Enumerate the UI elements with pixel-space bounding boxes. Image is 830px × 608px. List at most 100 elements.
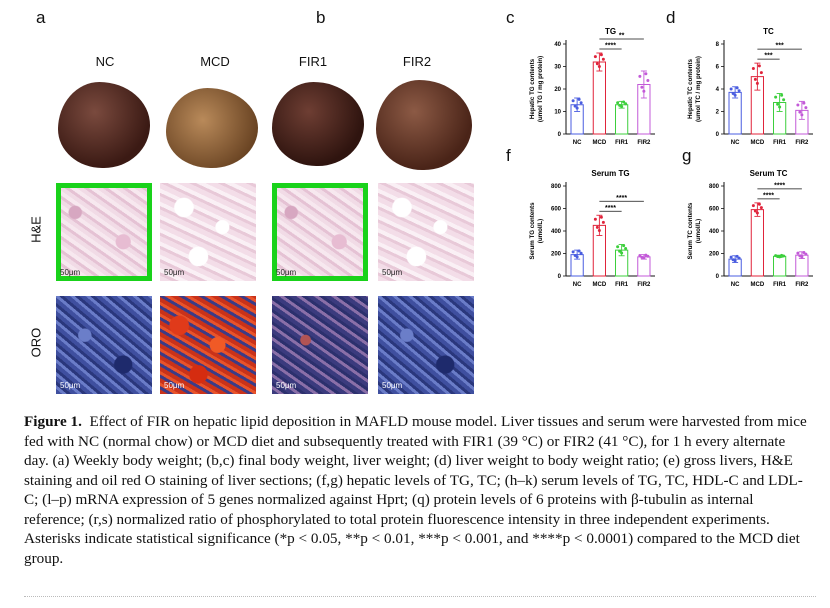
data-point — [804, 106, 808, 110]
data-point — [575, 106, 579, 110]
liver-photo-fir2 — [376, 80, 472, 170]
scale-bar-label: 50μm — [276, 268, 297, 277]
oro-image-fir2: 50μm — [378, 296, 474, 394]
y-tick-label: 0 — [716, 132, 720, 138]
x-tick-label: NC — [573, 282, 582, 288]
data-point — [802, 101, 806, 105]
data-point — [753, 209, 757, 213]
data-point — [622, 244, 626, 248]
panel-label-f: f — [506, 146, 511, 165]
chart-hepatic-tc: TC Hepatic TC contents (umol TC / mg prote… — [687, 27, 813, 146]
scale-bar-label: 50μm — [382, 381, 403, 390]
data-point — [638, 254, 642, 258]
data-point — [782, 98, 786, 102]
chart-hepatic-tg: TG Hepatic TG contents (umol TG / mg prote… — [529, 27, 655, 146]
data-point — [780, 93, 784, 97]
chart-serum-tc: Serum TC Serum TC contents (umol/L) 0 200 400… — [687, 169, 813, 288]
column-label-fir2: FIR2 — [402, 54, 432, 69]
y-tick-label: 400 — [551, 229, 562, 235]
figure-caption: Figure 1. Effect of FIR on hepatic lipid… — [24, 412, 809, 568]
data-point — [640, 255, 644, 259]
chart-title: TC — [763, 27, 774, 36]
data-point — [573, 254, 577, 258]
he-image-fir1: 50μm — [272, 183, 368, 281]
data-point — [616, 101, 620, 105]
x-tick-label: NC — [731, 282, 740, 288]
significance-label: *** — [764, 53, 772, 60]
y-axis-label: Hepatic TG contents — [529, 58, 536, 119]
column-label-mcd: MCD — [200, 54, 230, 69]
x-tick-label: FIR2 — [637, 282, 651, 288]
data-point — [798, 254, 802, 258]
y-tick-label: 0 — [558, 274, 562, 280]
y-tick-label: 30 — [554, 65, 561, 71]
panel-label-b: b — [316, 8, 326, 27]
oro-image-nc: 50μm — [56, 296, 152, 394]
panel-label-a: a — [36, 8, 46, 27]
chart-title: Serum TC — [750, 169, 788, 178]
data-point — [618, 103, 622, 107]
y-axis-label: Serum TC contents — [687, 202, 694, 259]
y-tick-label: 10 — [554, 110, 561, 116]
y-tick-label: 200 — [551, 252, 562, 258]
y-tick-label: 4 — [716, 87, 720, 93]
y-axis-label: (umol/L) — [537, 219, 544, 243]
data-point — [595, 62, 599, 66]
data-point — [577, 97, 581, 101]
data-point — [774, 95, 778, 99]
data-point — [776, 102, 780, 106]
significance-label: **** — [763, 192, 774, 199]
y-axis-label: (umol TG / mg protein) — [537, 56, 544, 122]
chart-title: TG — [605, 27, 616, 36]
x-tick-label: FIR1 — [615, 140, 629, 146]
data-point — [646, 78, 650, 82]
scale-bar-label: 50μm — [60, 268, 81, 277]
data-point — [729, 255, 733, 259]
caption-text: Effect of FIR on hepatic lipid depositio… — [24, 413, 807, 567]
y-axis-label: Hepatic TC contents — [687, 59, 694, 119]
data-point — [800, 113, 804, 117]
data-point — [620, 251, 624, 255]
data-point — [735, 86, 739, 90]
bar — [750, 209, 764, 277]
significance-label: **** — [605, 43, 616, 50]
significance-label: *** — [776, 43, 784, 50]
scale-bar-label: 50μm — [276, 381, 297, 390]
data-point — [751, 204, 755, 208]
oro-image-fir1: 50μm — [272, 296, 368, 394]
y-tick-label: 8 — [716, 42, 720, 48]
data-point — [616, 245, 620, 249]
data-point — [571, 99, 575, 103]
divider — [24, 596, 816, 597]
data-point — [638, 74, 642, 78]
data-point — [798, 110, 802, 114]
data-point — [644, 253, 648, 257]
liver-photo-fir1 — [272, 82, 364, 166]
data-point — [751, 67, 755, 71]
data-point — [599, 53, 603, 57]
data-point — [624, 102, 628, 106]
bar — [615, 104, 629, 135]
row-label-he: H&E — [28, 216, 44, 243]
data-point — [573, 104, 577, 108]
x-tick-label: FIR2 — [795, 282, 809, 288]
data-point — [755, 81, 759, 85]
liver-photo-mcd — [166, 88, 258, 168]
x-tick-label: MCD — [751, 140, 765, 146]
oro-image-mcd: 50μm — [160, 296, 256, 394]
data-point — [642, 89, 646, 93]
data-point — [622, 100, 626, 104]
data-point — [579, 251, 583, 255]
bar — [592, 61, 606, 135]
y-tick-label: 600 — [709, 207, 720, 213]
data-point — [571, 250, 575, 254]
scale-bar-label: 50μm — [60, 381, 81, 390]
data-point — [593, 55, 597, 59]
data-point — [640, 85, 644, 89]
y-tick-label: 6 — [716, 65, 720, 71]
x-tick-label: FIR2 — [795, 140, 809, 146]
data-point — [579, 101, 583, 105]
data-point — [778, 105, 782, 109]
row-label-oro: ORO — [28, 327, 44, 358]
y-axis-label: (umol TC / mg protein) — [695, 56, 702, 122]
